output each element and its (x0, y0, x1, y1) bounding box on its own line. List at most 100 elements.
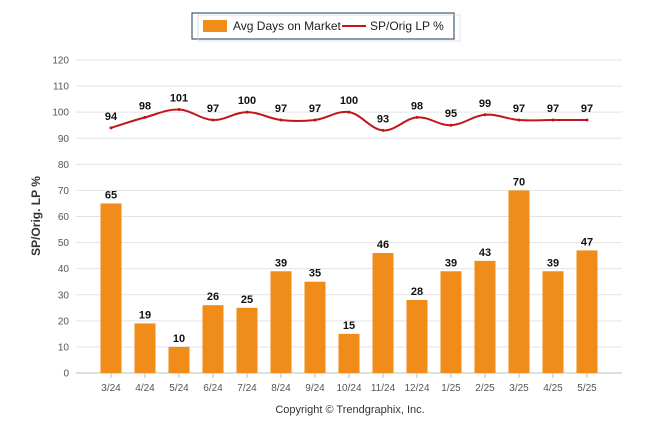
bar-data-label: 70 (513, 176, 525, 188)
bar[interactable] (542, 271, 564, 373)
line-point[interactable] (279, 118, 283, 122)
line-data-label: 94 (105, 111, 118, 123)
x-tick-label: 12/24 (404, 383, 429, 394)
line-data-label: 93 (377, 113, 389, 125)
line-point[interactable] (313, 118, 317, 122)
line-point[interactable] (347, 110, 351, 114)
legend-swatch-bar (203, 20, 227, 32)
line-point[interactable] (381, 128, 385, 132)
legend-label-sp-orig: SP/Orig LP % (370, 19, 444, 33)
bar-data-label: 19 (139, 309, 151, 321)
legend-label-avg-days: Avg Days on Market (233, 19, 341, 33)
y-tick-label: 110 (53, 82, 69, 93)
line-data-label: 101 (170, 93, 188, 105)
bar[interactable] (508, 190, 530, 373)
line-point[interactable] (177, 108, 181, 112)
y-tick-label: 50 (58, 238, 70, 249)
bar[interactable] (236, 307, 258, 373)
bar-data-label: 39 (275, 257, 287, 269)
line-data-label: 97 (207, 103, 219, 115)
bar[interactable] (440, 271, 462, 373)
y-tick-label: 40 (58, 264, 70, 275)
x-tick-label: 8/24 (271, 383, 291, 394)
line-data-label: 97 (547, 103, 559, 115)
y-axis-label: SP/Orig. LP % (29, 176, 43, 256)
bar[interactable] (134, 323, 156, 373)
line-point[interactable] (483, 113, 487, 117)
y-tick-label: 90 (58, 134, 70, 145)
line-point[interactable] (143, 115, 147, 119)
bar[interactable] (406, 299, 428, 373)
bar[interactable] (304, 281, 326, 373)
x-tick-label: 3/24 (101, 383, 121, 394)
y-tick-label: 80 (58, 160, 70, 171)
x-tick-label: 6/24 (203, 383, 223, 394)
x-tick-label: 7/24 (237, 383, 257, 394)
grid-lines (76, 59, 622, 348)
line-point[interactable] (449, 123, 453, 127)
x-tick-label: 5/25 (577, 383, 597, 394)
line-data-label: 97 (275, 103, 287, 115)
bar-data-label: 46 (377, 239, 389, 251)
y-tick-label: 120 (52, 56, 69, 67)
x-tick-label: 9/24 (305, 383, 325, 394)
line-point[interactable] (585, 118, 589, 122)
copyright-text: Copyright © Trendgraphix, Inc. (275, 404, 424, 416)
line-data-label: 97 (581, 103, 593, 115)
axes: 0 10 20 30 40 50 60 70 80 90 100 110 120 3/24 4/24 5/24… (52, 56, 622, 394)
x-tick-label: 10/24 (336, 383, 361, 394)
bar-data-label: 65 (105, 189, 117, 201)
y-tick-label: 20 (58, 316, 70, 327)
line-data-label: 98 (139, 100, 151, 112)
bar-data-label: 15 (343, 320, 355, 332)
bar-data-label: 26 (207, 291, 219, 303)
bar[interactable] (576, 250, 598, 373)
bar-data-label: 39 (445, 257, 457, 269)
line-point[interactable] (415, 115, 419, 119)
x-tick-label: 3/25 (509, 383, 529, 394)
legend[interactable]: Avg Days on Market SP/Orig LP % (191, 12, 461, 42)
line-point[interactable] (211, 118, 215, 122)
bar[interactable] (100, 203, 122, 373)
x-tick-label: 4/25 (543, 383, 563, 394)
y-tick-label: 70 (58, 186, 70, 197)
bar[interactable] (168, 346, 190, 373)
bar-series-avg-days (100, 190, 598, 373)
line-data-label: 100 (238, 95, 256, 107)
line-point[interactable] (551, 118, 555, 122)
bar[interactable] (270, 271, 292, 373)
bar[interactable] (474, 260, 496, 373)
bar-data-label: 39 (547, 257, 559, 269)
bar-data-label: 10 (173, 333, 185, 345)
x-tick-label: 1/25 (441, 383, 461, 394)
bar[interactable] (338, 333, 360, 373)
line-series-sp-orig (109, 108, 589, 132)
y-tick-label: 100 (52, 108, 69, 119)
y-tick-label: 30 (58, 290, 70, 301)
x-tick-label: 4/24 (135, 383, 155, 394)
bar[interactable] (372, 253, 394, 373)
line-point[interactable] (517, 118, 521, 122)
x-tick-label: 5/24 (169, 383, 189, 394)
bar-data-label: 47 (581, 236, 593, 248)
bar-data-label: 25 (241, 294, 253, 306)
line-data-label: 97 (309, 103, 321, 115)
bar-data-label: 35 (309, 268, 321, 280)
line-data-label: 95 (445, 108, 457, 120)
data-labels: 65 19 10 26 25 39 35 15 46 28 39 43 70 39 47 94 98 101 97 1… (105, 93, 593, 345)
y-tick-label: 60 (58, 212, 70, 223)
line-data-label: 100 (340, 95, 358, 107)
y-tick-label: 0 (63, 369, 69, 380)
y-tick-label: 10 (58, 342, 70, 353)
bar[interactable] (202, 305, 224, 373)
line-point[interactable] (245, 110, 249, 114)
line-point[interactable] (109, 126, 113, 130)
bar-data-label: 43 (479, 247, 491, 259)
line-data-label: 99 (479, 98, 491, 110)
line-data-label: 98 (411, 100, 423, 112)
bar-data-label: 28 (411, 286, 423, 298)
x-tick-label: 2/25 (475, 383, 495, 394)
x-tick-label: 11/24 (371, 383, 396, 394)
line-data-label: 97 (513, 103, 525, 115)
